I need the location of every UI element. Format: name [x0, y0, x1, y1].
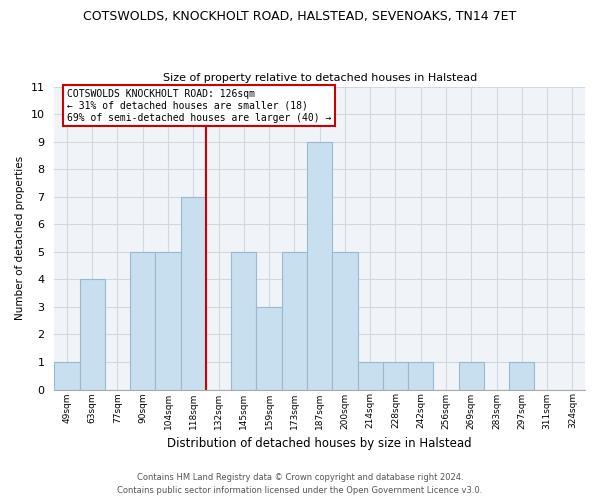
Bar: [181, 196, 206, 390]
Bar: [155, 252, 181, 390]
Bar: [282, 252, 307, 390]
Bar: [458, 362, 484, 390]
Title: Size of property relative to detached houses in Halstead: Size of property relative to detached ho…: [163, 73, 477, 83]
Bar: [383, 362, 408, 390]
Bar: [130, 252, 155, 390]
Bar: [358, 362, 383, 390]
Text: COTSWOLDS KNOCKHOLT ROAD: 126sqm
← 31% of detached houses are smaller (18)
69% o: COTSWOLDS KNOCKHOLT ROAD: 126sqm ← 31% o…: [67, 90, 332, 122]
Bar: [54, 362, 80, 390]
Bar: [231, 252, 256, 390]
Bar: [509, 362, 535, 390]
Bar: [332, 252, 358, 390]
Bar: [256, 307, 282, 390]
Y-axis label: Number of detached properties: Number of detached properties: [15, 156, 25, 320]
Bar: [80, 280, 105, 390]
Text: Contains HM Land Registry data © Crown copyright and database right 2024.
Contai: Contains HM Land Registry data © Crown c…: [118, 473, 482, 495]
Bar: [408, 362, 433, 390]
Text: COTSWOLDS, KNOCKHOLT ROAD, HALSTEAD, SEVENOAKS, TN14 7ET: COTSWOLDS, KNOCKHOLT ROAD, HALSTEAD, SEV…: [83, 10, 517, 23]
X-axis label: Distribution of detached houses by size in Halstead: Distribution of detached houses by size …: [167, 437, 472, 450]
Bar: [307, 142, 332, 390]
